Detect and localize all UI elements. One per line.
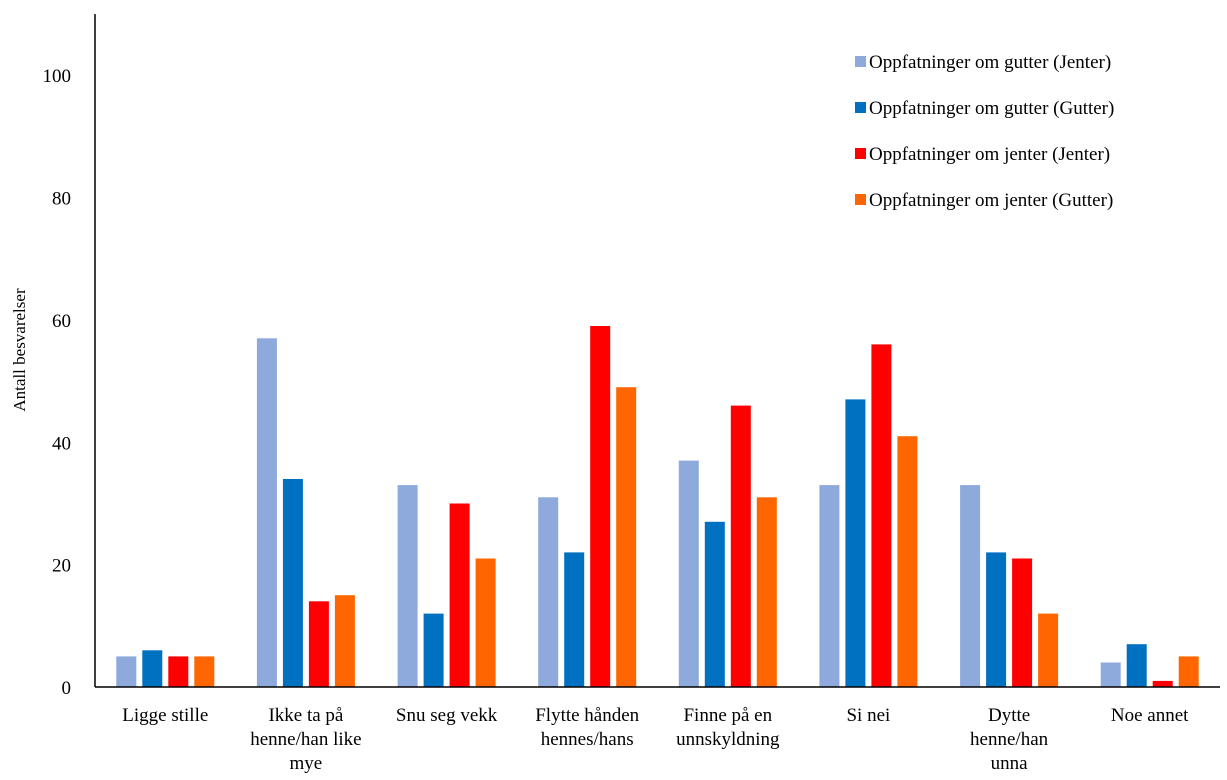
x-category-label-line: henne/han like xyxy=(250,729,361,750)
bar-8-series-1 xyxy=(1100,662,1121,687)
bar-8-series-3 xyxy=(1152,680,1173,687)
x-category-label-line: unna xyxy=(991,753,1029,774)
x-category-labels: Ligge stille Ikke ta på henne/han like mye S… xyxy=(122,705,1189,774)
x-category-label-line: Ikke ta på xyxy=(268,705,343,726)
legend-label: Oppfatninger om jenter (Gutter) xyxy=(869,190,1113,211)
bar-4-series-4 xyxy=(616,387,637,687)
bar-4-series-2 xyxy=(564,552,585,687)
x-category-label-line: Flytte hånden xyxy=(535,705,639,726)
bar-3-series-2 xyxy=(423,613,444,687)
x-category-label: Ligge stille xyxy=(122,705,208,726)
bar-7-series-3 xyxy=(1012,558,1033,687)
bar-8-series-2 xyxy=(1126,644,1147,687)
x-category-label: Snu seg vekk xyxy=(396,705,498,726)
bar-7-series-2 xyxy=(986,552,1007,687)
x-category-label-line: unnskyldning xyxy=(676,729,780,750)
y-axis-label: Antall besvarelser xyxy=(10,288,29,412)
bar-4-series-3 xyxy=(590,326,611,687)
bar-8-series-4 xyxy=(1178,656,1199,687)
bar-5-series-4 xyxy=(756,497,777,687)
bar-6-series-3 xyxy=(871,344,892,687)
legend-label: Oppfatninger om gutter (Jenter) xyxy=(869,52,1111,73)
bar-6-series-1 xyxy=(819,485,840,687)
bar-7-series-1 xyxy=(960,485,981,687)
x-category-label-line: Ligge stille xyxy=(122,705,208,726)
x-category-label: Si nei xyxy=(846,705,890,726)
bar-7-series-4 xyxy=(1038,613,1059,687)
bar-1-series-1 xyxy=(116,656,137,687)
y-tick-label: 60 xyxy=(52,311,71,332)
bar-5-series-3 xyxy=(730,405,751,687)
y-tick-label: 100 xyxy=(43,66,72,87)
x-category-label-line: Noe annet xyxy=(1111,705,1189,726)
bars-group xyxy=(116,326,1199,687)
bar-2-series-3 xyxy=(308,601,329,687)
y-tick-label: 20 xyxy=(52,556,71,577)
legend-swatch xyxy=(855,148,866,159)
bar-6-series-2 xyxy=(845,399,866,687)
bar-2-series-1 xyxy=(256,338,277,687)
y-tick-label: 80 xyxy=(52,189,71,210)
bar-2-series-4 xyxy=(334,595,355,687)
legend-swatch xyxy=(855,56,866,67)
bar-5-series-1 xyxy=(678,460,699,687)
bar-5-series-2 xyxy=(704,521,725,687)
x-category-label: Noe annet xyxy=(1111,705,1189,726)
x-category-label: Ikke ta på henne/han like mye xyxy=(250,705,361,774)
x-category-label-line: Si nei xyxy=(846,705,890,726)
x-category-label-line: henne/han xyxy=(970,729,1049,750)
x-category-label-line: hennes/hans xyxy=(541,729,634,750)
y-tick-label: 0 xyxy=(62,678,72,699)
legend-label: Oppfatninger om gutter (Gutter) xyxy=(869,98,1114,119)
x-category-label-line: Dytte xyxy=(988,705,1030,726)
y-tick-label: 40 xyxy=(52,433,71,454)
legend-label: Oppfatninger om jenter (Jenter) xyxy=(869,144,1110,165)
y-tick-labels: 0 20 40 60 80 100 xyxy=(43,66,72,699)
x-category-label: Flytte hånden hennes/hans xyxy=(535,705,639,750)
bar-1-series-3 xyxy=(168,656,189,687)
bar-3-series-3 xyxy=(449,503,470,687)
x-category-label-line: Snu seg vekk xyxy=(396,705,498,726)
x-category-label-line: Finne på en xyxy=(683,705,772,726)
bar-1-series-4 xyxy=(194,656,215,687)
legend: Oppfatninger om gutter (Jenter) Oppfatnin… xyxy=(855,52,1114,211)
bar-4-series-1 xyxy=(538,497,559,687)
x-category-label-line: mye xyxy=(290,753,323,774)
x-category-label: Dytte henne/han unna xyxy=(970,705,1049,774)
bar-2-series-2 xyxy=(282,479,303,687)
bar-3-series-1 xyxy=(397,485,418,687)
bar-3-series-4 xyxy=(475,558,496,687)
bar-6-series-4 xyxy=(897,436,918,687)
legend-swatch xyxy=(855,194,866,205)
x-category-label: Finne på en unnskyldning xyxy=(676,705,780,750)
legend-swatch xyxy=(855,102,866,113)
bar-1-series-2 xyxy=(142,650,163,687)
